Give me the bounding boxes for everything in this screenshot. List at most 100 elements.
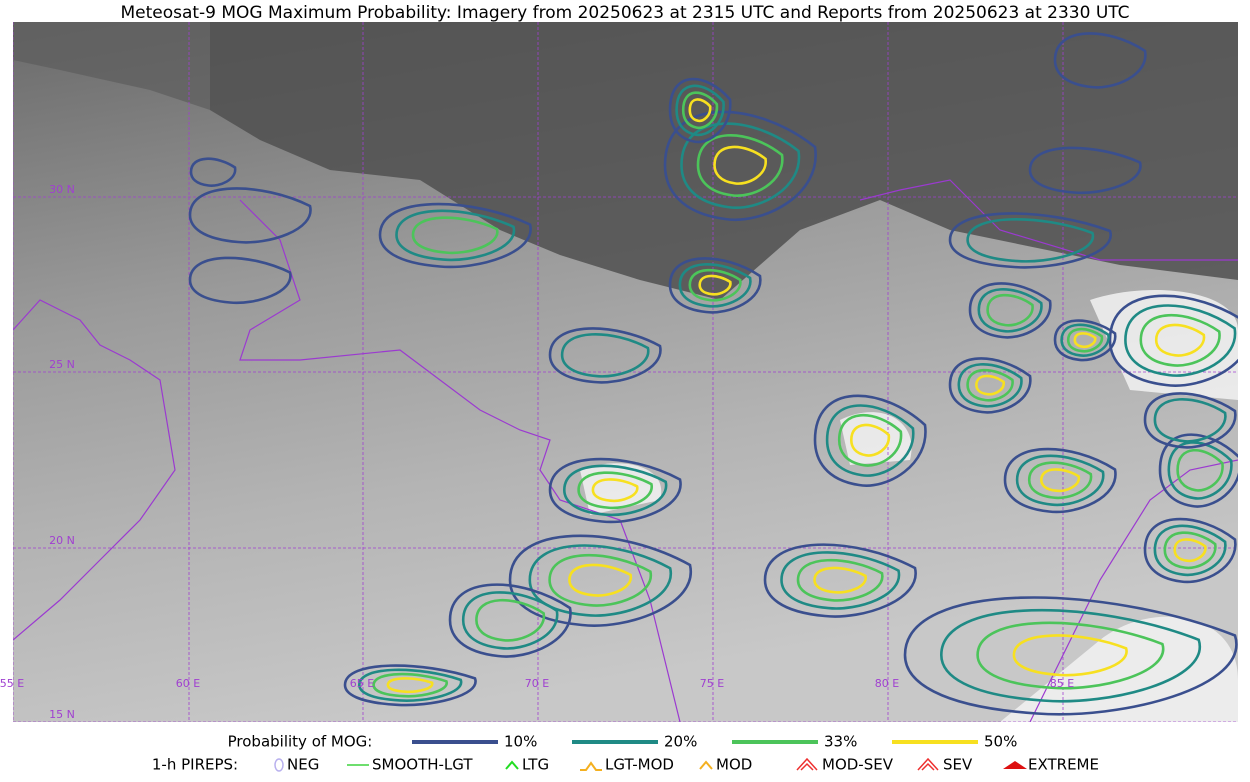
contour bbox=[378, 202, 532, 269]
dark-region bbox=[210, 22, 1238, 300]
contour bbox=[796, 558, 884, 602]
contour bbox=[837, 413, 903, 467]
contour bbox=[1158, 433, 1238, 508]
contour bbox=[675, 84, 725, 137]
contour bbox=[1154, 323, 1206, 357]
contour bbox=[1173, 538, 1207, 563]
contour bbox=[1027, 461, 1093, 500]
dark-region bbox=[13, 22, 210, 110]
contour bbox=[668, 77, 732, 144]
pirep-label: LTG bbox=[522, 756, 549, 774]
contour bbox=[696, 134, 784, 197]
contour bbox=[1143, 392, 1237, 449]
contour bbox=[713, 145, 767, 185]
lat-label: 30 N bbox=[49, 183, 75, 196]
contour bbox=[1003, 447, 1117, 514]
pirep-icon bbox=[505, 760, 519, 770]
contour bbox=[1039, 468, 1081, 493]
pirep-icon bbox=[796, 757, 818, 771]
geo-labels: 55 E 60 E 65 E 70 E 75 E 80 E 85 E 30 N 25 N 20 N… bbox=[0, 183, 1074, 721]
pirep-icon bbox=[580, 761, 602, 771]
contour bbox=[1167, 441, 1233, 500]
contour bbox=[1124, 304, 1237, 377]
contour bbox=[386, 677, 434, 694]
contour bbox=[975, 374, 1005, 396]
pirep-label: SEV bbox=[943, 756, 973, 774]
legend-label: 10% bbox=[504, 733, 537, 751]
contour bbox=[813, 394, 927, 487]
contour bbox=[189, 157, 237, 187]
contour bbox=[663, 110, 817, 222]
contour bbox=[357, 668, 463, 702]
contour bbox=[372, 672, 448, 698]
pirep-icon bbox=[917, 757, 939, 771]
contour bbox=[966, 368, 1014, 402]
contour bbox=[957, 363, 1023, 408]
contour bbox=[1163, 531, 1217, 570]
contour bbox=[1153, 524, 1227, 577]
contour bbox=[1066, 327, 1104, 353]
contour bbox=[780, 551, 901, 610]
pirep-label: EXTREME bbox=[1028, 756, 1099, 774]
lon-label: 60 E bbox=[176, 677, 200, 690]
contour bbox=[562, 464, 668, 517]
contour bbox=[1143, 517, 1237, 584]
lon-label: 75 E bbox=[700, 677, 724, 690]
contour bbox=[698, 274, 732, 296]
pirep-label: SMOOTH-LGT bbox=[372, 756, 473, 774]
legend-title: Probability of MOG: bbox=[228, 733, 373, 751]
contour bbox=[681, 91, 719, 130]
lon-label: 65 E bbox=[350, 677, 374, 690]
contour bbox=[986, 293, 1034, 327]
contour bbox=[548, 554, 652, 607]
contour bbox=[678, 263, 752, 308]
contour bbox=[1060, 323, 1110, 357]
lat-label: 25 N bbox=[49, 358, 75, 371]
contour bbox=[591, 478, 639, 503]
legend: Probability of MOG: 10% 20% 33% 50% 1-h PIREP… bbox=[152, 733, 1099, 774]
contour bbox=[568, 563, 632, 597]
contour bbox=[560, 333, 650, 378]
map bbox=[13, 22, 1238, 722]
contour bbox=[411, 216, 499, 255]
contour bbox=[577, 471, 653, 510]
contour bbox=[939, 608, 1202, 703]
lat-label: 20 N bbox=[49, 534, 75, 547]
contour bbox=[188, 187, 312, 244]
contour bbox=[948, 212, 1112, 269]
lat-label: 15 N bbox=[49, 708, 75, 721]
pirep-label: MOD bbox=[716, 756, 752, 774]
contour bbox=[1139, 313, 1221, 367]
pirep-icon bbox=[274, 758, 284, 772]
contour bbox=[188, 256, 292, 305]
contour bbox=[976, 621, 1165, 690]
contour bbox=[1028, 146, 1142, 195]
lon-label: 80 E bbox=[875, 677, 899, 690]
contour bbox=[548, 327, 662, 384]
coastline bbox=[13, 179, 1238, 722]
lon-label: 85 E bbox=[1050, 677, 1074, 690]
contour bbox=[1012, 634, 1128, 677]
contour bbox=[1153, 398, 1227, 443]
contour bbox=[1176, 448, 1224, 492]
legend-label: 50% bbox=[984, 733, 1017, 751]
contour bbox=[508, 534, 692, 627]
pirep-icon bbox=[699, 760, 713, 770]
legend-label: 20% bbox=[664, 733, 697, 751]
legend-label: 33% bbox=[824, 733, 857, 751]
contour bbox=[1053, 319, 1117, 362]
contour bbox=[825, 404, 915, 477]
contour bbox=[448, 583, 572, 658]
contour bbox=[1053, 32, 1147, 89]
contour bbox=[966, 218, 1095, 263]
contour bbox=[461, 591, 559, 650]
lon-label: 70 E bbox=[525, 677, 549, 690]
contour bbox=[395, 209, 516, 262]
contour bbox=[548, 457, 682, 524]
pirep-label: NEG bbox=[287, 756, 319, 774]
contour bbox=[688, 98, 712, 123]
pirep-icon bbox=[1003, 761, 1027, 769]
contour bbox=[668, 257, 762, 314]
contour bbox=[948, 357, 1032, 414]
